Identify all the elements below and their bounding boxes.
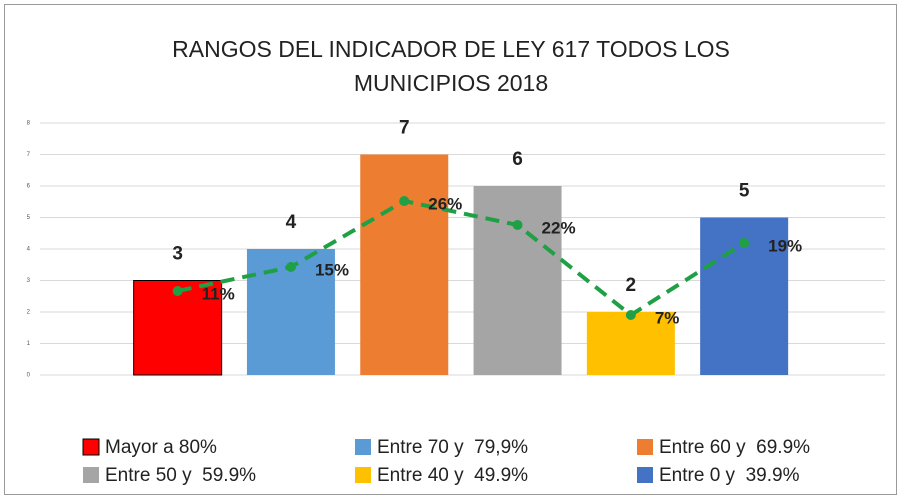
line-point [625, 310, 636, 320]
legend-swatch [355, 439, 371, 455]
y-tick-label: 0 [27, 373, 31, 379]
bar-value-label: 7 [399, 118, 410, 139]
y-tick-label: 3 [27, 278, 31, 284]
line-value-label: 11% [202, 284, 235, 303]
line-value-label: 22% [542, 218, 576, 237]
bar-value-label: 3 [172, 244, 183, 265]
bar [473, 186, 562, 375]
y-tick-label: 1 [27, 341, 31, 347]
chart-title: RANGOS DEL INDICADOR DE LEY 617 TODOS LO… [172, 36, 730, 96]
legend-swatch [82, 438, 100, 456]
bar [586, 312, 675, 375]
legend-label: Mayor a 80% [105, 437, 217, 458]
bar [133, 280, 223, 376]
line-value-label: 15% [315, 260, 349, 279]
legend-label: Entre 60 y 69.9% [659, 437, 810, 458]
bar-value-label: 4 [286, 212, 297, 233]
legend-label: Entre 70 y 79,9% [377, 437, 528, 458]
legend-swatch [637, 467, 653, 483]
y-tick-label: 7 [27, 152, 31, 158]
legend-label: Entre 0 y 39.9% [659, 465, 800, 486]
y-tick-label: 8 [27, 121, 31, 127]
y-tick-label: 4 [27, 247, 31, 253]
legend-label: Entre 40 y 49.9% [377, 465, 528, 486]
line-point [172, 286, 183, 296]
line-point [399, 196, 410, 206]
line-value-label: 7% [655, 308, 680, 327]
line-point [512, 220, 523, 230]
bar-value-label: 5 [739, 181, 750, 202]
legend-swatch [355, 467, 371, 483]
line-value-label: 26% [428, 194, 462, 213]
bar-value-label: 6 [512, 149, 523, 170]
bar-value-label: 2 [626, 275, 637, 296]
line-value-label: 19% [768, 236, 802, 255]
legend-label: Entre 50 y 59.9% [105, 465, 256, 486]
line-series [177, 198, 746, 318]
line-point [739, 238, 750, 248]
line-point [285, 262, 296, 272]
y-tick-label: 5 [27, 215, 31, 221]
legend-swatch [637, 439, 653, 455]
y-tick-label: 6 [27, 184, 31, 190]
legend-swatch [83, 467, 99, 483]
y-tick-label: 2 [27, 310, 31, 316]
bar [360, 154, 449, 375]
